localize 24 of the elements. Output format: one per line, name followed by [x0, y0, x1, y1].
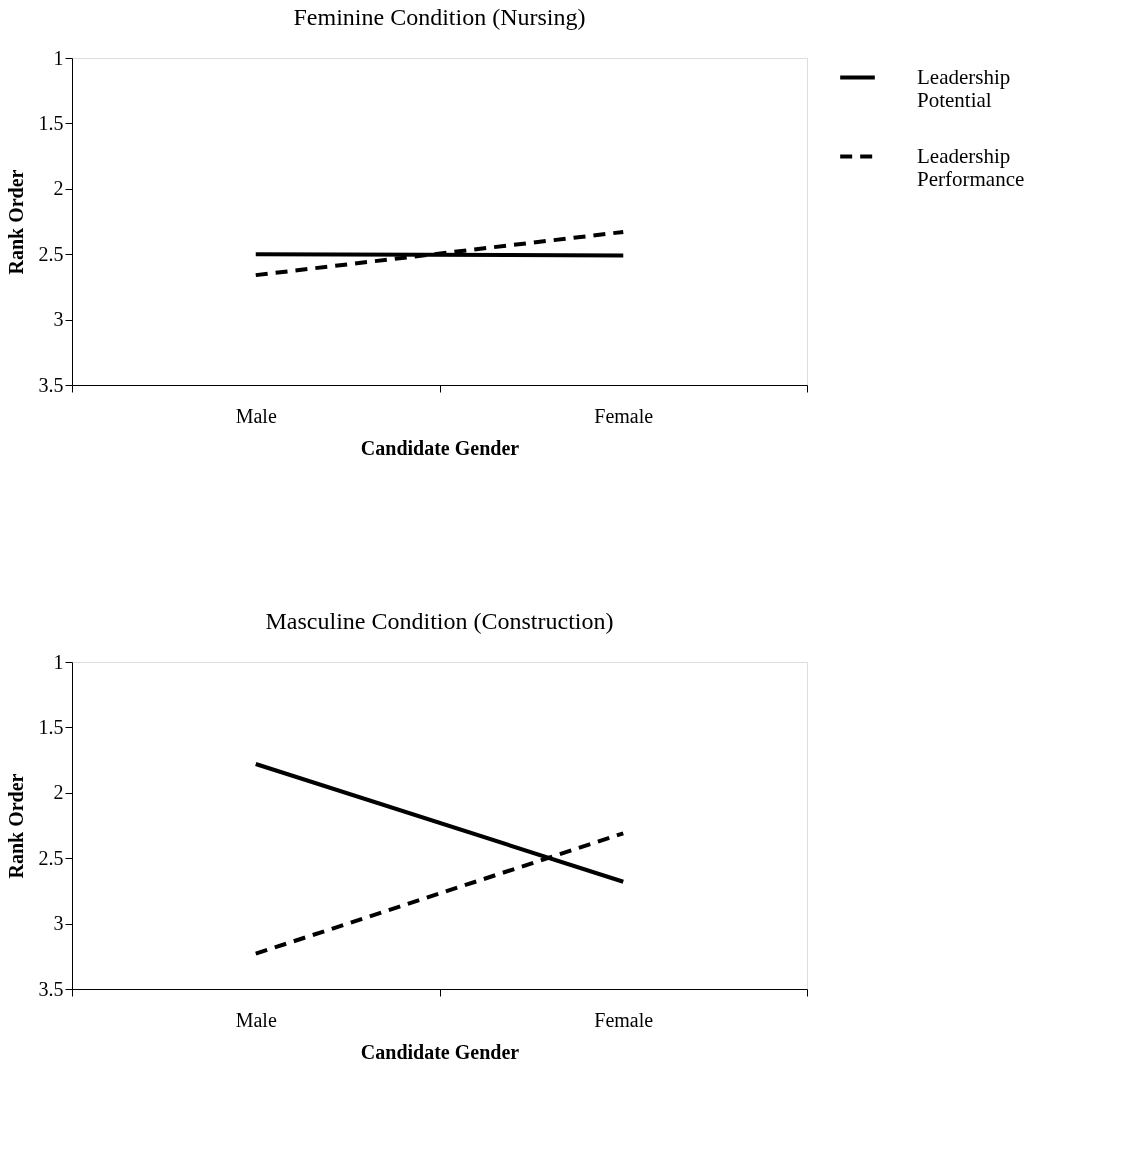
y-tick-label: 2.5	[38, 242, 64, 265]
x-axis-title: Candidate Gender	[360, 436, 520, 459]
y-tick-label: 3	[53, 912, 64, 935]
x-tick-label: Female	[594, 404, 654, 427]
legend-label: Leadership Performance	[917, 143, 1025, 191]
x-axis-title: Candidate Gender	[360, 1040, 520, 1063]
legend-label: Leadership Potential	[917, 64, 1011, 112]
y-tick-label: 2	[53, 781, 64, 804]
y-axis-title: Rank Order	[4, 773, 27, 879]
y-axis-title: Rank Order	[4, 169, 27, 275]
y-tick-label: 1.5	[38, 715, 64, 738]
y-tick-label: 1	[53, 46, 64, 69]
x-tick-label: Male	[235, 404, 277, 427]
y-tick-label: 3.5	[38, 977, 64, 1000]
chart-title: Feminine Condition (Nursing)	[293, 4, 586, 30]
y-tick-label: 3	[53, 308, 64, 331]
y-tick-label: 1.5	[38, 111, 64, 134]
y-tick-label: 2	[53, 177, 64, 200]
y-tick-label: 1	[53, 650, 64, 673]
x-tick-label: Female	[594, 1008, 654, 1031]
y-tick-label: 2.5	[38, 846, 64, 869]
x-tick-label: Male	[235, 1008, 277, 1031]
chart-title: Masculine Condition (Construction)	[265, 608, 614, 634]
y-tick-label: 3.5	[38, 373, 64, 396]
